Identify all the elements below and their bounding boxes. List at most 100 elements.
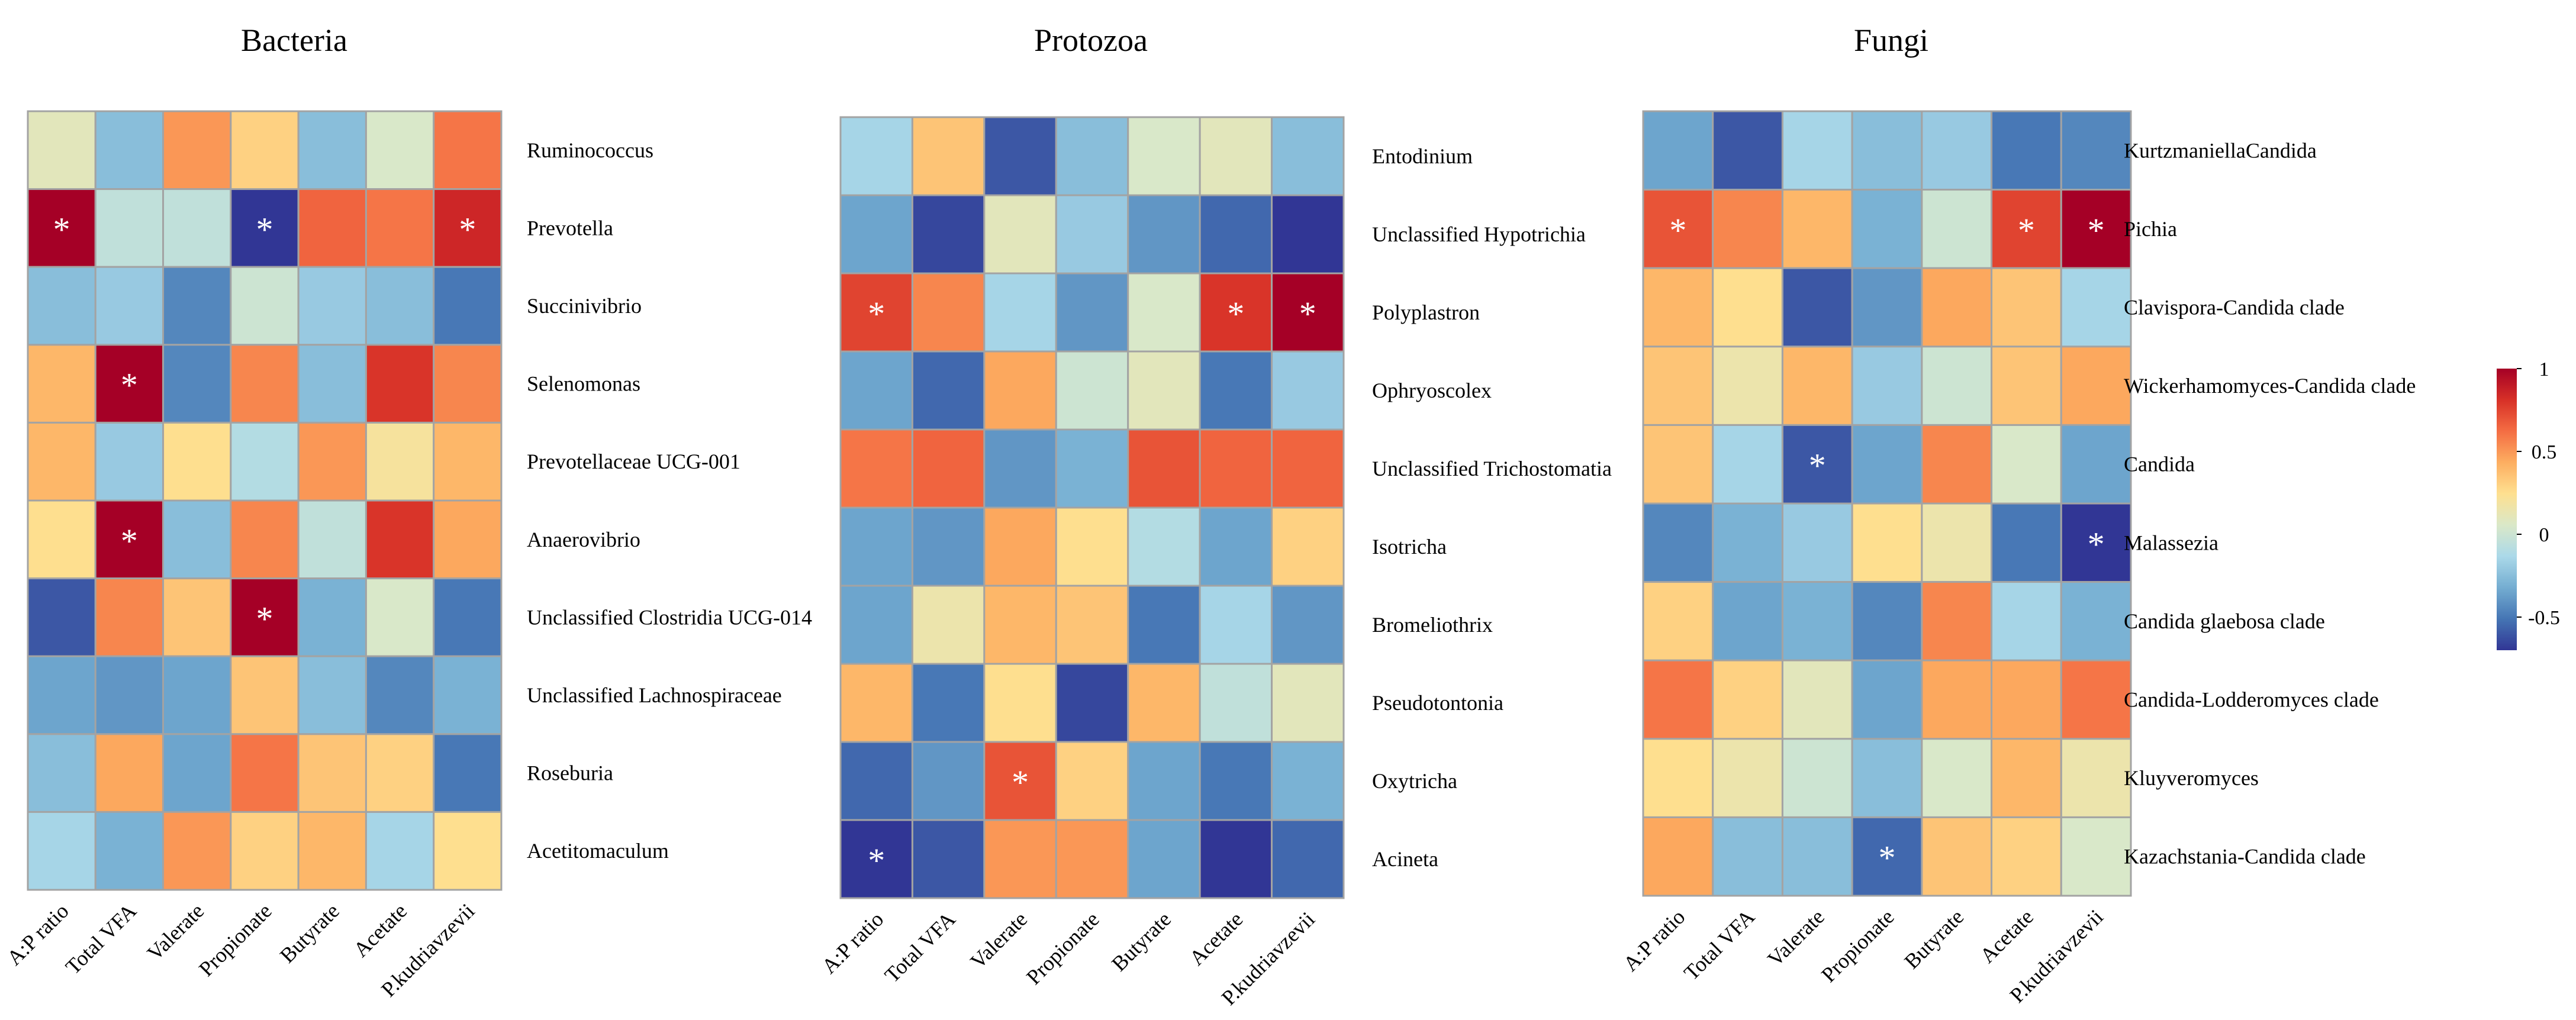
heatmap-cell xyxy=(1127,819,1201,899)
heatmap-cell xyxy=(365,344,435,424)
heatmap-cell xyxy=(839,819,913,899)
heatmap-cell xyxy=(297,733,367,813)
heatmap-cell xyxy=(1127,116,1201,196)
row-label: Kazachstania-Candida clade xyxy=(2124,845,2366,869)
column-label: Total VFA xyxy=(1679,905,1759,985)
heatmap-cell xyxy=(1127,741,1201,821)
row-label: Unclassified Hypotrichia xyxy=(1372,222,1586,246)
heatmap-cell xyxy=(1271,116,1345,196)
row-label: Polyplastron xyxy=(1372,301,1480,324)
heatmap-cell xyxy=(1055,272,1129,353)
heatmap-cell xyxy=(230,266,300,346)
row-label: Candida xyxy=(2124,453,2195,476)
significance-star: * xyxy=(53,210,70,248)
heatmap-cell xyxy=(1781,267,1853,348)
heatmap-cell xyxy=(297,577,367,657)
heatmap-cell xyxy=(1127,428,1201,509)
column-label: Valerate xyxy=(966,907,1032,973)
row-label: KurtzmaniellaCandida xyxy=(2124,138,2317,162)
heatmap-cell xyxy=(1921,816,1993,897)
heatmap-cell xyxy=(2060,346,2132,426)
heatmap-cell xyxy=(911,116,986,196)
significance-star: * xyxy=(2088,211,2105,250)
significance-star: * xyxy=(121,366,138,405)
heatmap-cell xyxy=(433,110,503,191)
heatmap-cell xyxy=(1642,659,1714,740)
heatmap-cell xyxy=(27,655,96,735)
row-label: Unclassified Trichostomatia xyxy=(1372,457,1612,480)
heatmap-cell xyxy=(911,741,986,821)
heatmap-cell xyxy=(1055,663,1129,743)
heatmap-cell xyxy=(1055,819,1129,899)
heatmap-cell xyxy=(1851,424,1923,505)
heatmap-cell xyxy=(365,733,435,813)
panel-title: Fungi xyxy=(1854,22,1928,58)
heatmap-cell xyxy=(983,272,1057,353)
heatmap-frame xyxy=(839,116,1345,899)
heatmap-cell xyxy=(1271,819,1345,899)
heatmap-cell xyxy=(839,116,913,196)
heatmap-cell xyxy=(1199,506,1273,587)
column-label: Total VFA xyxy=(61,899,141,979)
heatmap-cell xyxy=(1055,350,1129,431)
heatmap-cell xyxy=(1199,741,1273,821)
heatmap-cell xyxy=(162,811,232,891)
heatmap-cell xyxy=(433,577,503,657)
heatmap-cell xyxy=(94,577,165,657)
heatmap-cell xyxy=(1712,816,1783,897)
heatmap-cell xyxy=(162,655,232,735)
column-label: Propionate xyxy=(194,899,276,981)
heatmap-cell xyxy=(983,819,1057,899)
heatmap-cell xyxy=(27,811,96,891)
heatmap-cell xyxy=(162,110,232,191)
heatmap-cell xyxy=(1055,585,1129,665)
heatmap-cell xyxy=(365,110,435,191)
heatmap-cell xyxy=(365,188,435,268)
heatmap-cell xyxy=(1642,189,1714,269)
heatmap-cell xyxy=(230,811,300,891)
heatmap-cell xyxy=(94,421,165,502)
heatmap-cell xyxy=(1055,194,1129,275)
heatmap-cell xyxy=(1851,816,1923,897)
heatmap-cell xyxy=(983,585,1057,665)
heatmap-cell xyxy=(1055,741,1129,821)
heatmap-cell xyxy=(2060,267,2132,348)
heatmap-cell xyxy=(1851,346,1923,426)
heatmap-cell xyxy=(27,266,96,346)
significance-star: * xyxy=(1809,447,1826,485)
heatmap-cell xyxy=(1781,659,1853,740)
heatmap-cell xyxy=(983,506,1057,587)
heatmap-cell xyxy=(27,733,96,813)
heatmap-cell xyxy=(2060,659,2132,740)
significance-star: * xyxy=(121,522,138,560)
heatmap-cell xyxy=(162,733,232,813)
heatmap-cell xyxy=(297,811,367,891)
heatmap-cell xyxy=(1642,424,1714,505)
heatmap-cell xyxy=(911,585,986,665)
heatmap-cell xyxy=(297,266,367,346)
heatmap-cell xyxy=(1127,350,1201,431)
row-label: Prevotellaceae UCG-001 xyxy=(527,450,740,473)
heatmap-cell xyxy=(1991,424,2062,505)
heatmap-cell xyxy=(1271,585,1345,665)
heatmap-cell xyxy=(365,577,435,657)
row-label: Oxytricha xyxy=(1372,769,1457,793)
row-label: Selenomonas xyxy=(527,372,640,396)
row-label: Ruminococcus xyxy=(527,138,653,162)
heatmap-cell xyxy=(1127,663,1201,743)
heatmap-cell xyxy=(94,188,165,268)
heatmap-cell xyxy=(1991,738,2062,818)
row-label: Ophryoscolex xyxy=(1372,379,1492,402)
row-label: Succinivibrio xyxy=(527,294,642,318)
heatmap-cell xyxy=(1991,267,2062,348)
row-label: Bromeliothrix xyxy=(1372,613,1493,637)
heatmap-cell xyxy=(1781,110,1853,191)
heatmap-cell xyxy=(2060,424,2132,505)
heatmap-cell xyxy=(983,428,1057,509)
heatmap-cell xyxy=(983,663,1057,743)
heatmap-cell xyxy=(1991,659,2062,740)
row-label: Pseudotontonia xyxy=(1372,691,1503,715)
column-label: Valerate xyxy=(1763,905,1829,971)
row-label: Acineta xyxy=(1372,847,1438,871)
row-label: Isotricha xyxy=(1372,535,1447,559)
